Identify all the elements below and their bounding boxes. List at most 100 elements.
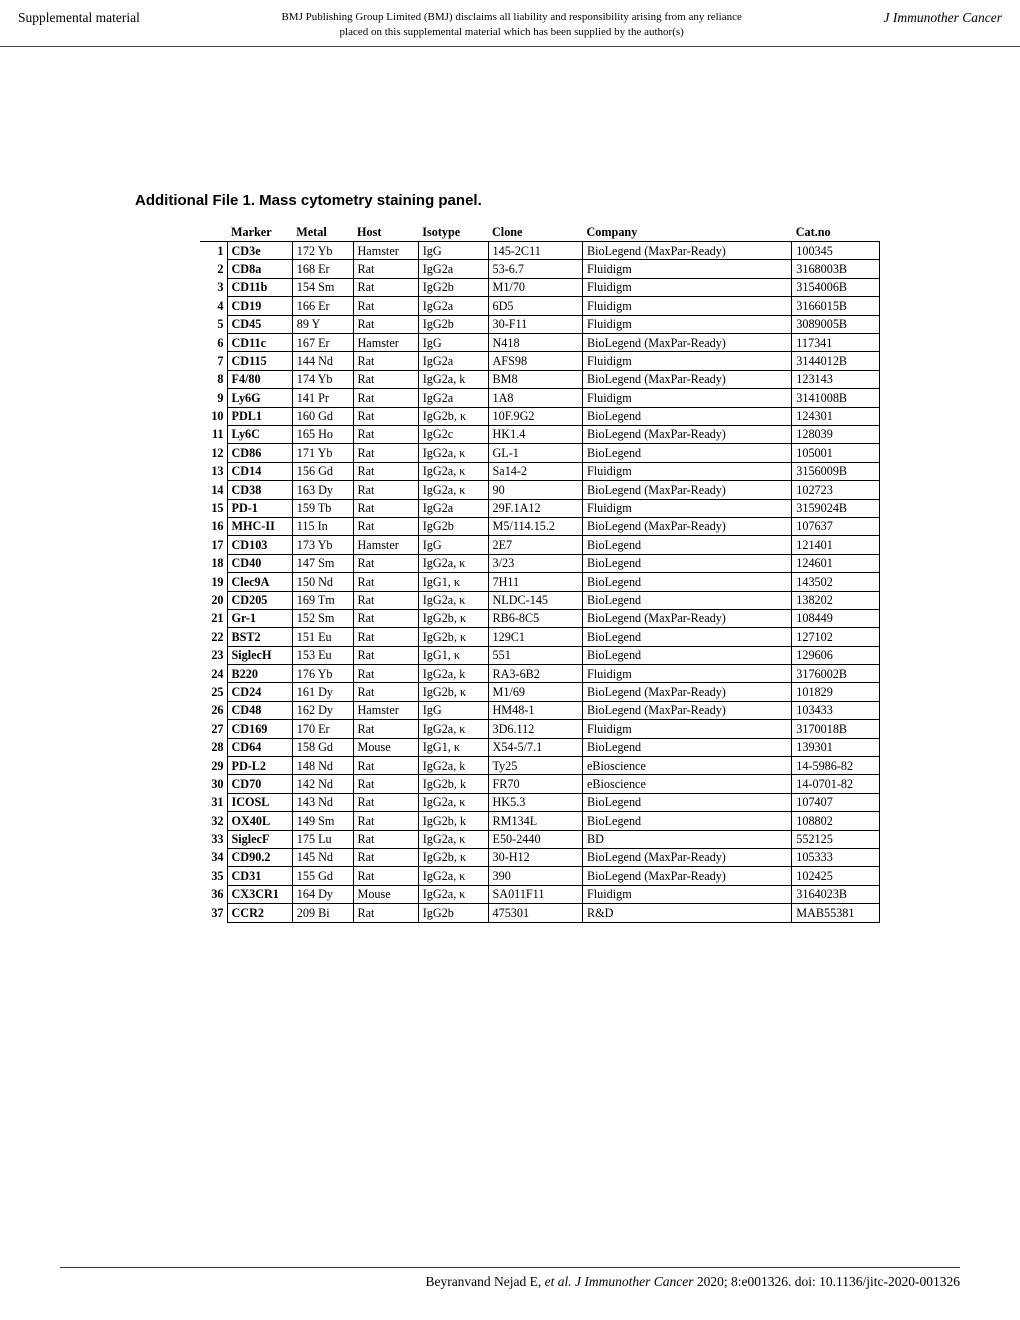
cell: CD205: [227, 591, 292, 609]
cell: CD40: [227, 554, 292, 572]
cell: Rat: [353, 389, 418, 407]
cell: 148 Nd: [292, 757, 353, 775]
cell: Hamster: [353, 701, 418, 719]
cell: Rat: [353, 848, 418, 866]
table-row: 18CD40147 SmRatIgG2a, κ3/23BioLegend1246…: [200, 554, 880, 572]
row-index: 6: [200, 334, 227, 352]
cell: Rat: [353, 462, 418, 480]
disclaimer-line1: BMJ Publishing Group Limited (BMJ) discl…: [281, 11, 741, 23]
row-index: 9: [200, 389, 227, 407]
table-row: 16MHC-II115 InRatIgG2bM5/114.15.2BioLege…: [200, 517, 880, 535]
cell: 3168003B: [792, 260, 880, 278]
cell: Rat: [353, 775, 418, 793]
antibody-table: Marker Metal Host Isotype Clone Company …: [200, 223, 880, 923]
cell: CD86: [227, 444, 292, 462]
row-index: 33: [200, 830, 227, 848]
table-row: 20CD205169 TmRatIgG2a, κNLDC-145BioLegen…: [200, 591, 880, 609]
table-row: 4CD19166 ErRatIgG2a6D5Fluidigm3166015B: [200, 297, 880, 315]
cell: 107637: [792, 517, 880, 535]
cell: 30-H12: [488, 848, 583, 866]
cell: 141 Pr: [292, 389, 353, 407]
cell: IgG2b: [418, 278, 488, 296]
table-row: 9Ly6G141 PrRatIgG2a1A8Fluidigm3141008B: [200, 389, 880, 407]
cell: IgG2b: [418, 315, 488, 333]
cell: Fluidigm: [583, 499, 792, 517]
cell: Fluidigm: [583, 462, 792, 480]
cell: Fluidigm: [583, 278, 792, 296]
cell: Ty25: [488, 757, 583, 775]
cell: Rat: [353, 297, 418, 315]
cell: 10F.9G2: [488, 407, 583, 425]
cell: 3170018B: [792, 720, 880, 738]
cell: Rat: [353, 904, 418, 922]
cell: IgG2a, k: [418, 757, 488, 775]
cell: BioLegend: [583, 554, 792, 572]
cell: IgG2a: [418, 352, 488, 370]
cell: 156 Gd: [292, 462, 353, 480]
cell: 160 Gd: [292, 407, 353, 425]
cell: eBioscience: [583, 757, 792, 775]
cell: 149 Sm: [292, 812, 353, 830]
row-index: 13: [200, 462, 227, 480]
table-row: 27CD169170 ErRatIgG2a, κ3D6.112Fluidigm3…: [200, 720, 880, 738]
col-company: Company: [583, 223, 792, 242]
cell: CD31: [227, 867, 292, 885]
table-row: 30CD70142 NdRatIgG2b, kFR70eBioscience14…: [200, 775, 880, 793]
disclaimer-line2: placed on this supplemental material whi…: [340, 26, 684, 38]
footer-authors: Beyranvand Nejad E: [425, 1274, 537, 1289]
row-index: 37: [200, 904, 227, 922]
cell: PDL1: [227, 407, 292, 425]
table-row: 3CD11b154 SmRatIgG2bM1/70Fluidigm3154006…: [200, 278, 880, 296]
cell: 551: [488, 646, 583, 664]
cell: Hamster: [353, 334, 418, 352]
col-marker: Marker: [227, 223, 292, 242]
cell: 3159024B: [792, 499, 880, 517]
cell: BioLegend: [583, 536, 792, 554]
cell: 169 Tm: [292, 591, 353, 609]
cell: CD3e: [227, 242, 292, 260]
cell: Fluidigm: [583, 315, 792, 333]
cell: 209 Bi: [292, 904, 353, 922]
cell: 168 Er: [292, 260, 353, 278]
cell: 3166015B: [792, 297, 880, 315]
cell: IgG: [418, 536, 488, 554]
cell: RA3-6B2: [488, 665, 583, 683]
cell: IgG2c: [418, 425, 488, 443]
row-index: 26: [200, 701, 227, 719]
cell: IgG1, κ: [418, 646, 488, 664]
cell: 105333: [792, 848, 880, 866]
row-index: 30: [200, 775, 227, 793]
cell: Ly6G: [227, 389, 292, 407]
table-row: 1CD3e172 YbHamsterIgG145-2C11BioLegend (…: [200, 242, 880, 260]
cell: IgG1, κ: [418, 573, 488, 591]
cell: 117341: [792, 334, 880, 352]
row-index: 20: [200, 591, 227, 609]
cell: 552125: [792, 830, 880, 848]
cell: 3156009B: [792, 462, 880, 480]
table-row: 8F4/80174 YbRatIgG2a, kBM8BioLegend (Max…: [200, 370, 880, 388]
cell: CD103: [227, 536, 292, 554]
cell: IgG2a: [418, 389, 488, 407]
cell: BioLegend: [583, 646, 792, 664]
table-row: 7CD115144 NdRatIgG2aAFS98Fluidigm3144012…: [200, 352, 880, 370]
cell: X54-5/7.1: [488, 738, 583, 756]
cell: 3D6.112: [488, 720, 583, 738]
cell: BioLegend (MaxPar-Ready): [583, 481, 792, 499]
cell: 147 Sm: [292, 554, 353, 572]
cell: 475301: [488, 904, 583, 922]
cell: eBioscience: [583, 775, 792, 793]
cell: 128039: [792, 425, 880, 443]
cell: 108802: [792, 812, 880, 830]
cell: Rat: [353, 573, 418, 591]
cell: BioLegend: [583, 628, 792, 646]
cell: BioLegend: [583, 444, 792, 462]
table-row: 5CD4589 YRatIgG2b30-F11Fluidigm3089005B: [200, 315, 880, 333]
cell: IgG2b, κ: [418, 609, 488, 627]
cell: Fluidigm: [583, 665, 792, 683]
cell: 3/23: [488, 554, 583, 572]
cell: 159 Tb: [292, 499, 353, 517]
cell: Rat: [353, 444, 418, 462]
cell: 29F.1A12: [488, 499, 583, 517]
cell: BioLegend: [583, 407, 792, 425]
cell: MHC-II: [227, 517, 292, 535]
